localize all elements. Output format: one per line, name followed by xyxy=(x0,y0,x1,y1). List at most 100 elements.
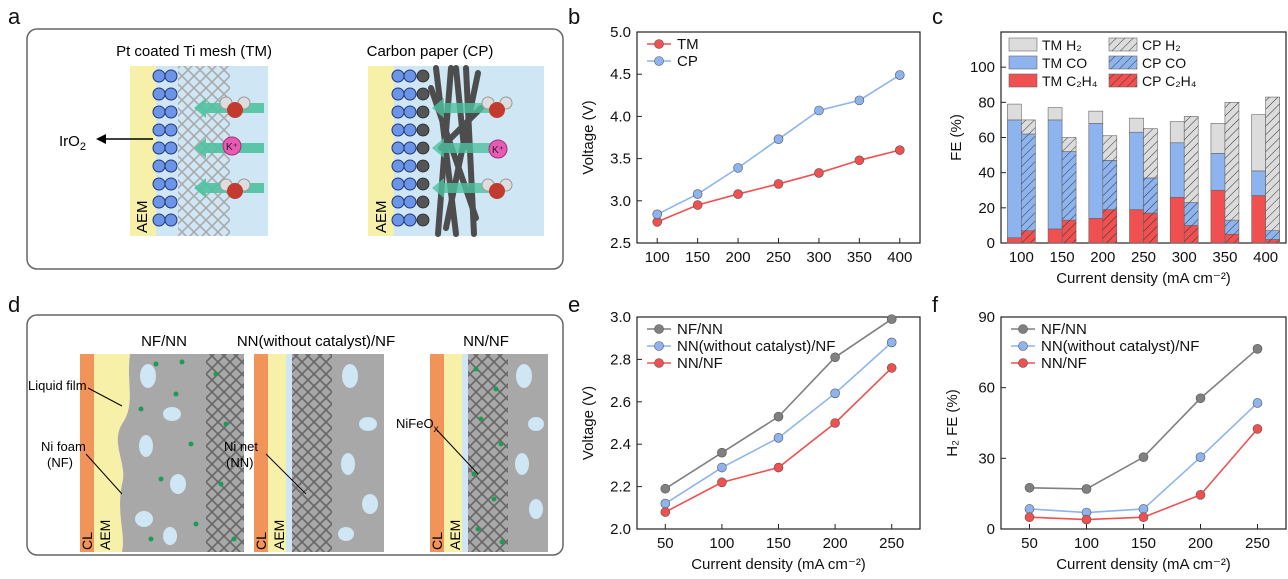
foam-pores-2 xyxy=(338,364,378,541)
y-tick-label-e: 2.8 xyxy=(610,351,631,368)
kplus-label-right: K⁺ xyxy=(492,145,504,156)
data-point-b-1 xyxy=(773,134,784,144)
bar-cp-6-hatch xyxy=(1265,239,1280,243)
legend-label-f-0: NF/NN xyxy=(1041,321,1087,338)
panel-letter-d: d xyxy=(8,292,21,317)
title-nf-nn: NF/NN xyxy=(141,333,187,350)
data-point-f-2 xyxy=(1195,490,1206,500)
legend-swatch-hatch-c-5 xyxy=(1109,74,1137,87)
bar-tm-4 xyxy=(1169,142,1185,198)
data-point-b-1 xyxy=(894,70,905,80)
bar-cp-5-hatch xyxy=(1224,234,1239,243)
y-tick-label-b: 4.5 xyxy=(610,66,631,83)
data-point-f-0 xyxy=(1024,482,1035,493)
data-point-b-0 xyxy=(894,145,905,155)
bar-tm-2 xyxy=(1088,123,1104,219)
y-tick-label-e: 2.6 xyxy=(610,394,631,411)
data-point-b-0 xyxy=(854,155,865,166)
x-tick-label-b: 150 xyxy=(685,249,710,266)
legend-label-e-2: NN/NF xyxy=(677,355,723,372)
x-tick-label-e: 50 xyxy=(657,535,674,552)
x-tick-label-c: 350 xyxy=(1212,249,1237,266)
bar-cp-3-hatch xyxy=(1143,177,1158,214)
bar-cp-6-hatch xyxy=(1265,97,1280,231)
y-tick-label-b: 3.0 xyxy=(610,193,631,210)
x-tick-label-f: 150 xyxy=(1131,535,1156,552)
carbon-particles xyxy=(416,69,430,227)
nifeox-pointer xyxy=(435,428,479,475)
x-tick-label-f: 200 xyxy=(1188,535,1213,552)
data-point-b-0 xyxy=(733,189,743,199)
data-point-f-2 xyxy=(1081,514,1092,525)
ni-net-3 xyxy=(468,354,508,552)
data-point-f-2 xyxy=(1252,424,1263,434)
x-tick-label-c: 200 xyxy=(1090,249,1115,266)
bar-cp-1-hatch xyxy=(1062,220,1077,243)
bar-cp-2-hatch xyxy=(1102,135,1117,161)
data-point-f-0 xyxy=(1138,452,1149,462)
ion-arrows-right xyxy=(432,98,496,198)
bar-cp-1-hatch xyxy=(1062,137,1077,152)
y-tick-label-e: 2.0 xyxy=(610,521,631,538)
y-tick-label-f: 90 xyxy=(978,309,995,326)
data-point-f-1 xyxy=(1195,452,1206,462)
data-point-e-2 xyxy=(830,418,840,428)
right-structure-title: Carbon paper (CP) xyxy=(367,43,494,60)
data-point-f-2 xyxy=(1024,512,1035,523)
data-point-e-0 xyxy=(886,314,897,324)
data-point-b-0 xyxy=(692,200,703,210)
data-point-b-1 xyxy=(692,189,703,199)
schematic-a: K⁺ Pt coated Ti mesh (TM) AEM IrO2 xyxy=(26,28,564,270)
data-point-b-1 xyxy=(854,95,865,106)
x-tick-label-b: 300 xyxy=(806,249,831,266)
aem-label-left: AEM xyxy=(134,200,151,233)
legend-marker-e-2 xyxy=(654,358,664,368)
bar-cp-3-hatch xyxy=(1143,128,1158,178)
data-point-e-0 xyxy=(773,411,784,422)
water-molecule-icon xyxy=(219,178,251,199)
data-point-e-1 xyxy=(886,337,897,348)
x-tick-label-e: 250 xyxy=(879,535,904,552)
electrolyte-gap-3 xyxy=(462,354,468,552)
panel-letter-e: e xyxy=(568,292,581,317)
data-point-e-2 xyxy=(660,507,671,517)
bar-tm-6 xyxy=(1251,114,1266,172)
title-nn-without-catalyst-nf: NN(without catalyst)/NF xyxy=(237,333,395,350)
bar-tm-0 xyxy=(1007,237,1022,244)
legend-label-c-5: CP C₂H₄ xyxy=(1142,73,1197,89)
potassium-ion-icon: K⁺ xyxy=(488,139,508,159)
panel-letter-c: c xyxy=(932,4,943,29)
bar-cp-4-hatch xyxy=(1184,116,1199,203)
title-nn-nf: NN/NF xyxy=(463,333,509,350)
x-tick-label-f: 100 xyxy=(1074,535,1099,552)
x-tick-label-e: 200 xyxy=(823,535,848,552)
bar-cp-6-hatch xyxy=(1265,230,1280,240)
bar-tm-1 xyxy=(1047,228,1063,244)
data-point-e-2 xyxy=(717,477,727,488)
bar-tm-2 xyxy=(1088,110,1104,124)
cl-layer-1 xyxy=(80,354,94,552)
y-axis-label-b: Voltage (V) xyxy=(580,100,597,174)
bar-tm-2 xyxy=(1088,218,1104,244)
legend-marker-e-0 xyxy=(654,324,664,334)
y-axis-label-c: FE (%) xyxy=(948,114,965,161)
bar-tm-5 xyxy=(1210,123,1226,154)
electrolyte-gap-2 xyxy=(286,354,292,552)
data-point-f-1 xyxy=(1252,398,1263,408)
y-tick-label-b: 4.0 xyxy=(610,108,631,125)
legend-label-c-1: CP H₂ xyxy=(1142,37,1181,53)
bar-tm-1 xyxy=(1047,107,1063,121)
data-point-f-0 xyxy=(1081,484,1092,494)
x-tick-label-c: 300 xyxy=(1172,249,1197,266)
bar-cp-5-hatch xyxy=(1224,220,1239,235)
bar-tm-5 xyxy=(1210,153,1226,191)
kplus-label-left: K⁺ xyxy=(226,142,238,153)
aem-layer-left xyxy=(130,66,156,236)
legend-label-e-1: NN(without catalyst)/NF xyxy=(677,338,835,355)
y-tick-label-f: 30 xyxy=(978,450,995,467)
y-tick-label-f: 0 xyxy=(987,521,995,538)
y-tick-label-c: 40 xyxy=(978,165,995,182)
legend-marker-f-2 xyxy=(1018,358,1028,368)
bar-tm-3 xyxy=(1129,117,1144,133)
